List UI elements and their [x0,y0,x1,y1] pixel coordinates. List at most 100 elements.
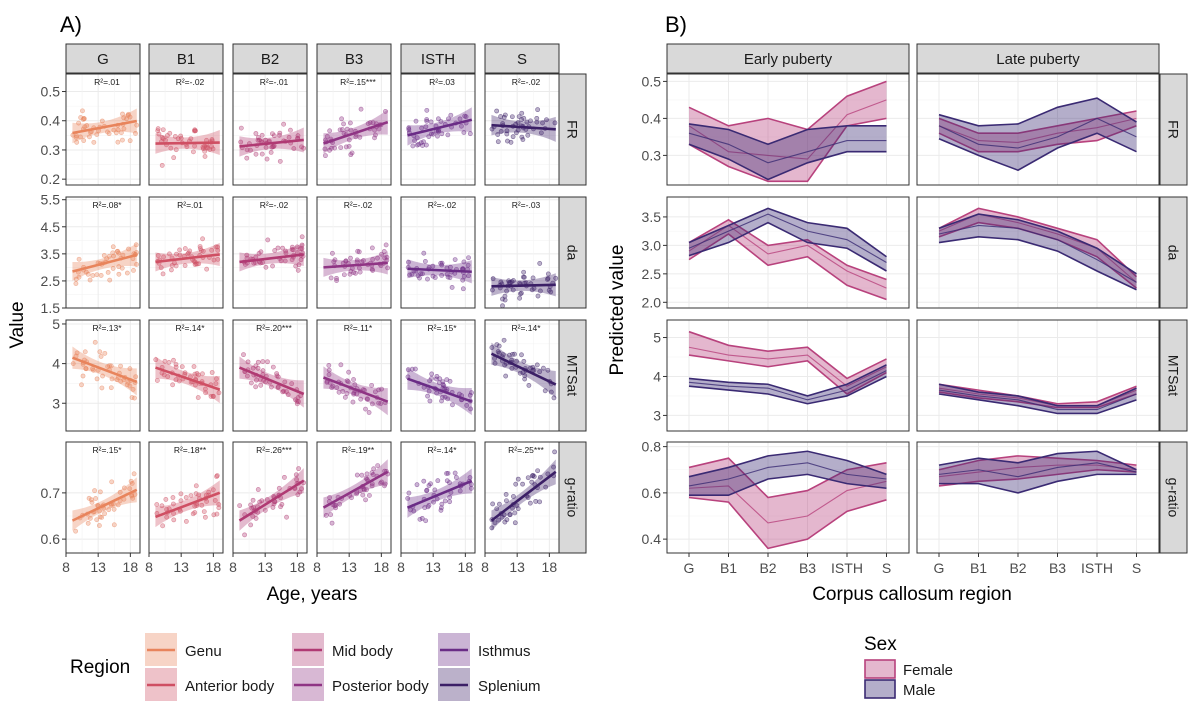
data-point [351,270,357,275]
data-point [439,398,444,404]
x-tick-label: 8 [229,559,237,575]
data-point [382,483,387,489]
panel-border [400,196,476,309]
data-point [250,513,256,519]
data-point [155,126,161,132]
data-point [87,134,92,140]
data-point [159,135,165,141]
r2-annotation: R²=.25*** [508,445,544,455]
data-point [352,382,358,388]
data-point [543,484,549,490]
data-point [492,520,498,526]
data-point [447,494,453,500]
data-point [238,139,244,145]
x-tick-label: ISTH [1081,560,1113,576]
regression-line [407,267,472,274]
data-point [299,246,305,251]
panel-border [148,441,224,554]
data-point [434,390,440,396]
data-point [108,385,114,391]
data-point [179,364,185,370]
data-point [439,272,445,278]
ci-ribbon-female [689,219,887,300]
scatter-panel: R²=.26*** [232,441,308,554]
data-point [338,362,344,368]
data-point [245,359,251,365]
data-point [439,501,445,507]
data-point [118,130,124,136]
facet-strip-col [232,43,308,74]
panel-border [232,319,308,432]
data-point [369,470,375,476]
data-point [131,471,137,477]
data-point [348,269,354,274]
data-point [160,271,166,277]
data-point [428,131,434,137]
regression-line [490,352,557,386]
data-point [133,374,139,380]
data-point [340,388,346,394]
ci-lower-line [688,221,887,272]
x-tick-label: B3 [1049,560,1066,576]
data-point [296,399,301,405]
data-point [200,236,205,242]
data-point [215,257,221,262]
data-point [511,494,516,499]
data-point [427,378,433,384]
data-point [489,345,495,350]
x-tick-label: B1 [720,560,737,576]
ribbon-panel [916,73,1160,186]
panel-b-xlabel: Corpus callosum region [812,584,1012,605]
data-point [106,253,112,259]
data-point [406,490,412,496]
y-tick-label: 0.4 [642,110,662,126]
data-point [529,479,535,485]
panel-background [66,197,140,308]
data-point [182,263,188,268]
data-point [452,470,458,476]
data-point [425,504,431,510]
data-point [299,144,304,150]
data-point [188,136,194,141]
r2-annotation: R²=.11* [344,323,373,333]
ci-lower-line [938,132,1137,172]
panel-b-label: B) [665,12,687,37]
data-point [463,114,469,120]
data-point [163,497,169,502]
panel-background [401,197,475,308]
data-point [542,388,548,394]
data-point [461,259,467,265]
scatter-panel: R²=-.02 [400,196,476,309]
data-point [192,382,198,388]
panel-background [317,320,391,431]
x-tick-label: 13 [341,559,357,575]
data-point [437,376,443,382]
data-point [117,489,123,495]
data-point [192,503,198,509]
data-point [193,128,198,134]
r2-annotation: R²=.20*** [256,323,292,333]
ci-upper-line [938,207,1138,278]
scatter-panel: R²=.03 [400,73,476,186]
facet-strip-col-label: ISTH [421,51,455,68]
data-point [323,153,328,159]
data-point [461,130,467,135]
data-point [289,257,295,263]
facet-strip-row-label: da [1166,245,1182,261]
data-point [260,359,266,364]
scatter-panel: R²=.13* [65,319,141,432]
data-point [211,257,217,263]
data-point [495,349,501,355]
data-point [467,131,473,137]
data-point [457,488,463,494]
data-point [118,363,123,369]
data-point [102,511,107,517]
data-point [445,396,451,402]
scatter-panel: R²=-.02 [232,196,308,309]
data-point [191,149,196,155]
facet-strip-col [400,43,476,74]
facet-strip-row-label: g-ratio [1166,478,1182,518]
data-point [521,358,527,364]
data-point [432,487,438,493]
data-point [120,111,125,117]
